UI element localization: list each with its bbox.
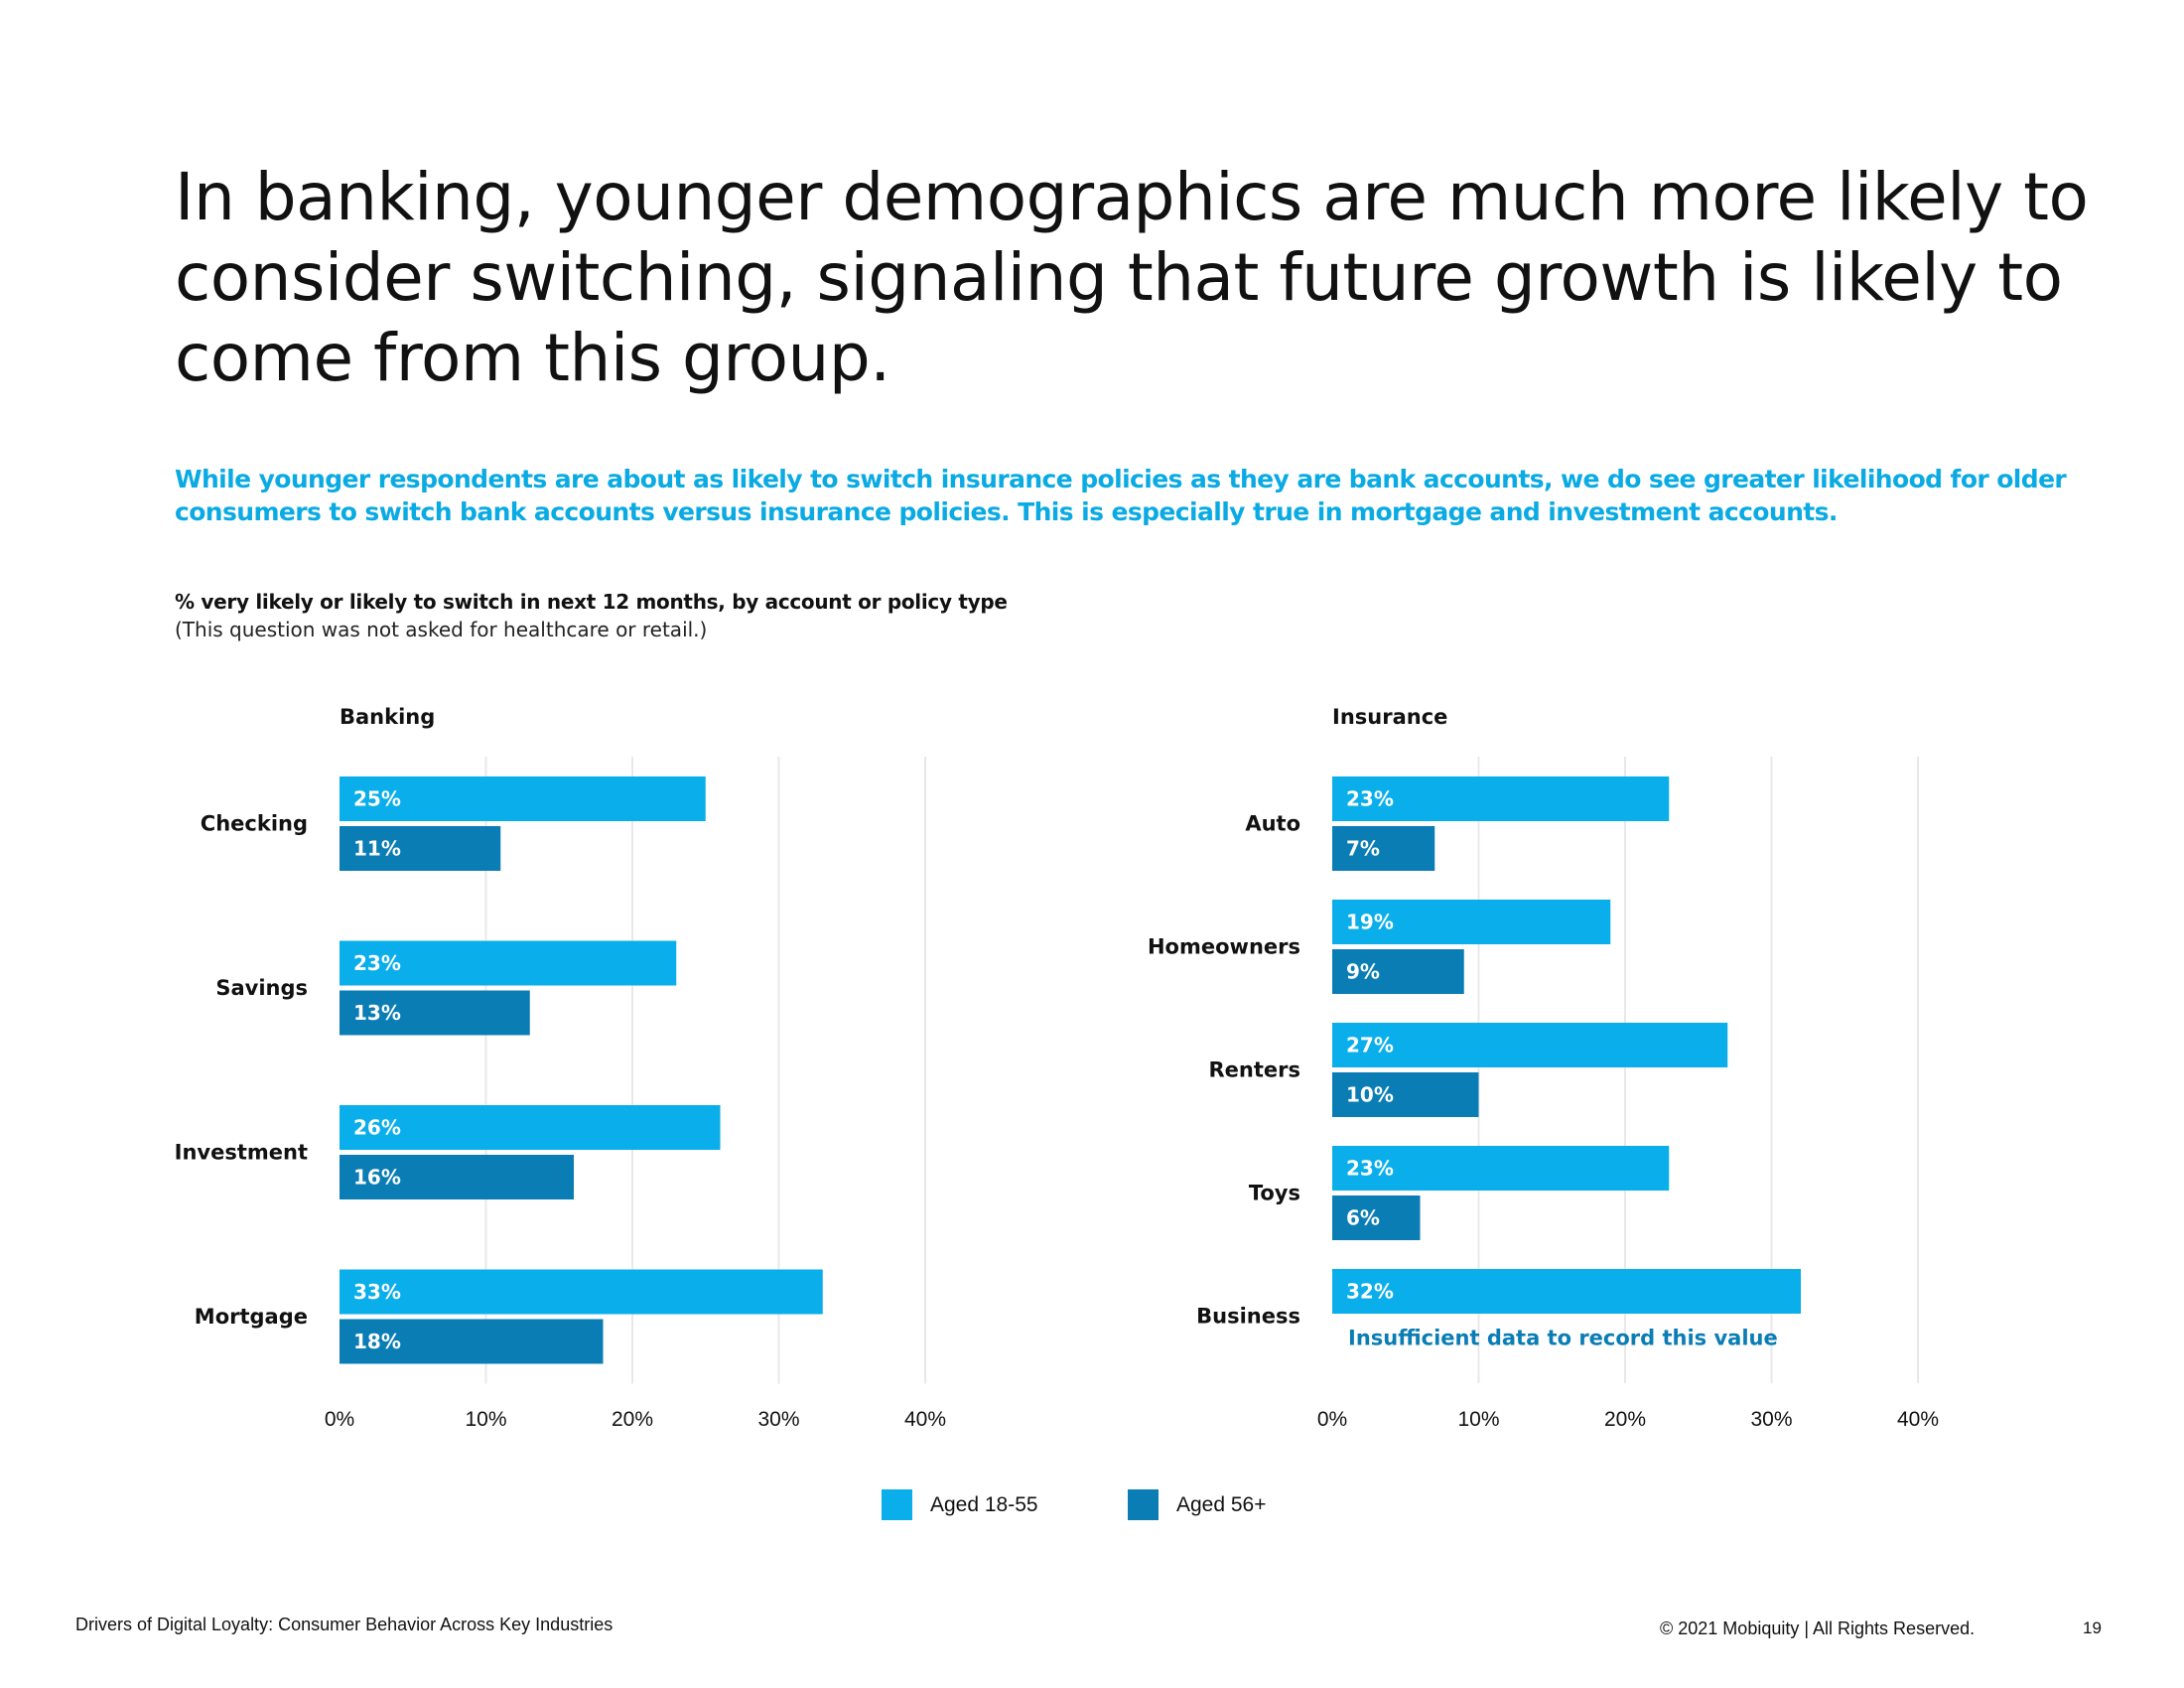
insurance-tick-label: 0%: [1317, 1408, 1347, 1431]
legend-item-old: Aged 56+: [1128, 1489, 1267, 1520]
footer-copyright: © 2021 Mobiquity | All Rights Reserved.: [1660, 1618, 1976, 1638]
banking-data-label-young: 25%: [353, 787, 401, 811]
insurance-data-label-old: 7%: [1346, 837, 1380, 861]
insurance-insufficient-data-note: Insufficient data to record this value: [1348, 1327, 1778, 1350]
banking-category-label: Savings: [215, 976, 308, 1000]
charts-canvas: 0% 10% 20% 30% 40% Banking Checking 25% 11% Savin…: [175, 705, 1939, 1431]
insurance-bar-young: [1332, 1146, 1670, 1191]
banking-bar-young: [340, 1269, 823, 1315]
legend: Aged 18-55 Aged 56+: [0, 1489, 2184, 1529]
insurance-bar-old: [1332, 1196, 1421, 1240]
legend-label-old: Aged 56+: [1176, 1492, 1267, 1516]
banking-tick-label: 10%: [465, 1408, 506, 1431]
insurance-bar-old: [1332, 1072, 1479, 1117]
insurance-bar-old: [1332, 826, 1435, 871]
banking-tick-label: 40%: [904, 1408, 946, 1431]
banking-category-label: Checking: [201, 812, 308, 836]
banking-chart-title: Banking: [340, 705, 435, 729]
insurance-data-label-young: 23%: [1346, 787, 1394, 811]
insurance-data-label-young: 27%: [1346, 1034, 1394, 1057]
insurance-data-label-old: 9%: [1346, 960, 1380, 984]
insurance-category-label: Auto: [1245, 812, 1300, 836]
chart-note: (This question was not asked for healthc…: [175, 618, 708, 641]
headline: In banking, younger demographics are muc…: [175, 159, 2089, 396]
legend-swatch-old: [1128, 1489, 1159, 1520]
insurance-category-label: Toys: [1249, 1182, 1300, 1205]
page-number: 19: [2083, 1618, 2102, 1637]
banking-bar-young: [340, 776, 706, 821]
banking-data-label-old: 13%: [353, 1001, 401, 1025]
insurance-tick-label: 30%: [1750, 1408, 1792, 1431]
insurance-data-label-young: 32%: [1346, 1280, 1394, 1304]
banking-tick-label: 20%: [612, 1408, 653, 1431]
banking-bar-old: [340, 990, 530, 1036]
banking-tick-label: 0%: [325, 1408, 354, 1431]
banking-bar-young: [340, 1105, 721, 1150]
banking-data-label-young: 26%: [353, 1116, 401, 1140]
banking-data-label-young: 33%: [353, 1280, 401, 1304]
banking-data-label-old: 16%: [353, 1166, 401, 1190]
banking-data-label-young: 23%: [353, 951, 401, 975]
insurance-bar-old: [1332, 949, 1464, 994]
insurance-data-label-young: 23%: [1346, 1157, 1394, 1181]
insurance-chart-title: Insurance: [1332, 705, 1447, 729]
insurance-bar-young: [1332, 776, 1670, 821]
insurance-category-label: Business: [1196, 1305, 1300, 1329]
banking-bar-old: [340, 1155, 574, 1199]
banking-bar-old: [340, 1319, 604, 1364]
banking-category-label: Investment: [175, 1141, 308, 1165]
banking-tick-label: 30%: [757, 1408, 799, 1431]
insurance-bar-young: [1332, 1269, 1801, 1314]
banking-data-label-old: 18%: [353, 1330, 401, 1353]
legend-label-young: Aged 18-55: [930, 1492, 1038, 1516]
banking-data-label-old: 11%: [353, 837, 401, 861]
subheadline: While younger respondents are about as l…: [175, 465, 2067, 526]
insurance-tick-label: 40%: [1897, 1408, 1939, 1431]
legend-swatch-young: [882, 1489, 912, 1520]
insurance-tick-label: 20%: [1604, 1408, 1646, 1431]
legend-item-young: Aged 18-55: [882, 1489, 1038, 1520]
banking-bar-young: [340, 940, 677, 986]
insurance-tick-label: 10%: [1457, 1408, 1499, 1431]
insurance-category-label: Renters: [1208, 1058, 1300, 1082]
insurance-data-label-young: 19%: [1346, 911, 1394, 934]
banking-bar-old: [340, 826, 501, 871]
banking-category-label: Mortgage: [195, 1305, 308, 1329]
chart-title: % very likely or likely to switch in nex…: [175, 590, 1008, 614]
insurance-bar-young: [1332, 900, 1611, 944]
insurance-category-label: Homeowners: [1148, 935, 1300, 959]
insurance-data-label-old: 10%: [1346, 1083, 1394, 1107]
insurance-bar-young: [1332, 1023, 1728, 1067]
footer-report-title: Drivers of Digital Loyalty: Consumer Beh…: [75, 1615, 614, 1634]
insurance-data-label-old: 6%: [1346, 1206, 1380, 1230]
